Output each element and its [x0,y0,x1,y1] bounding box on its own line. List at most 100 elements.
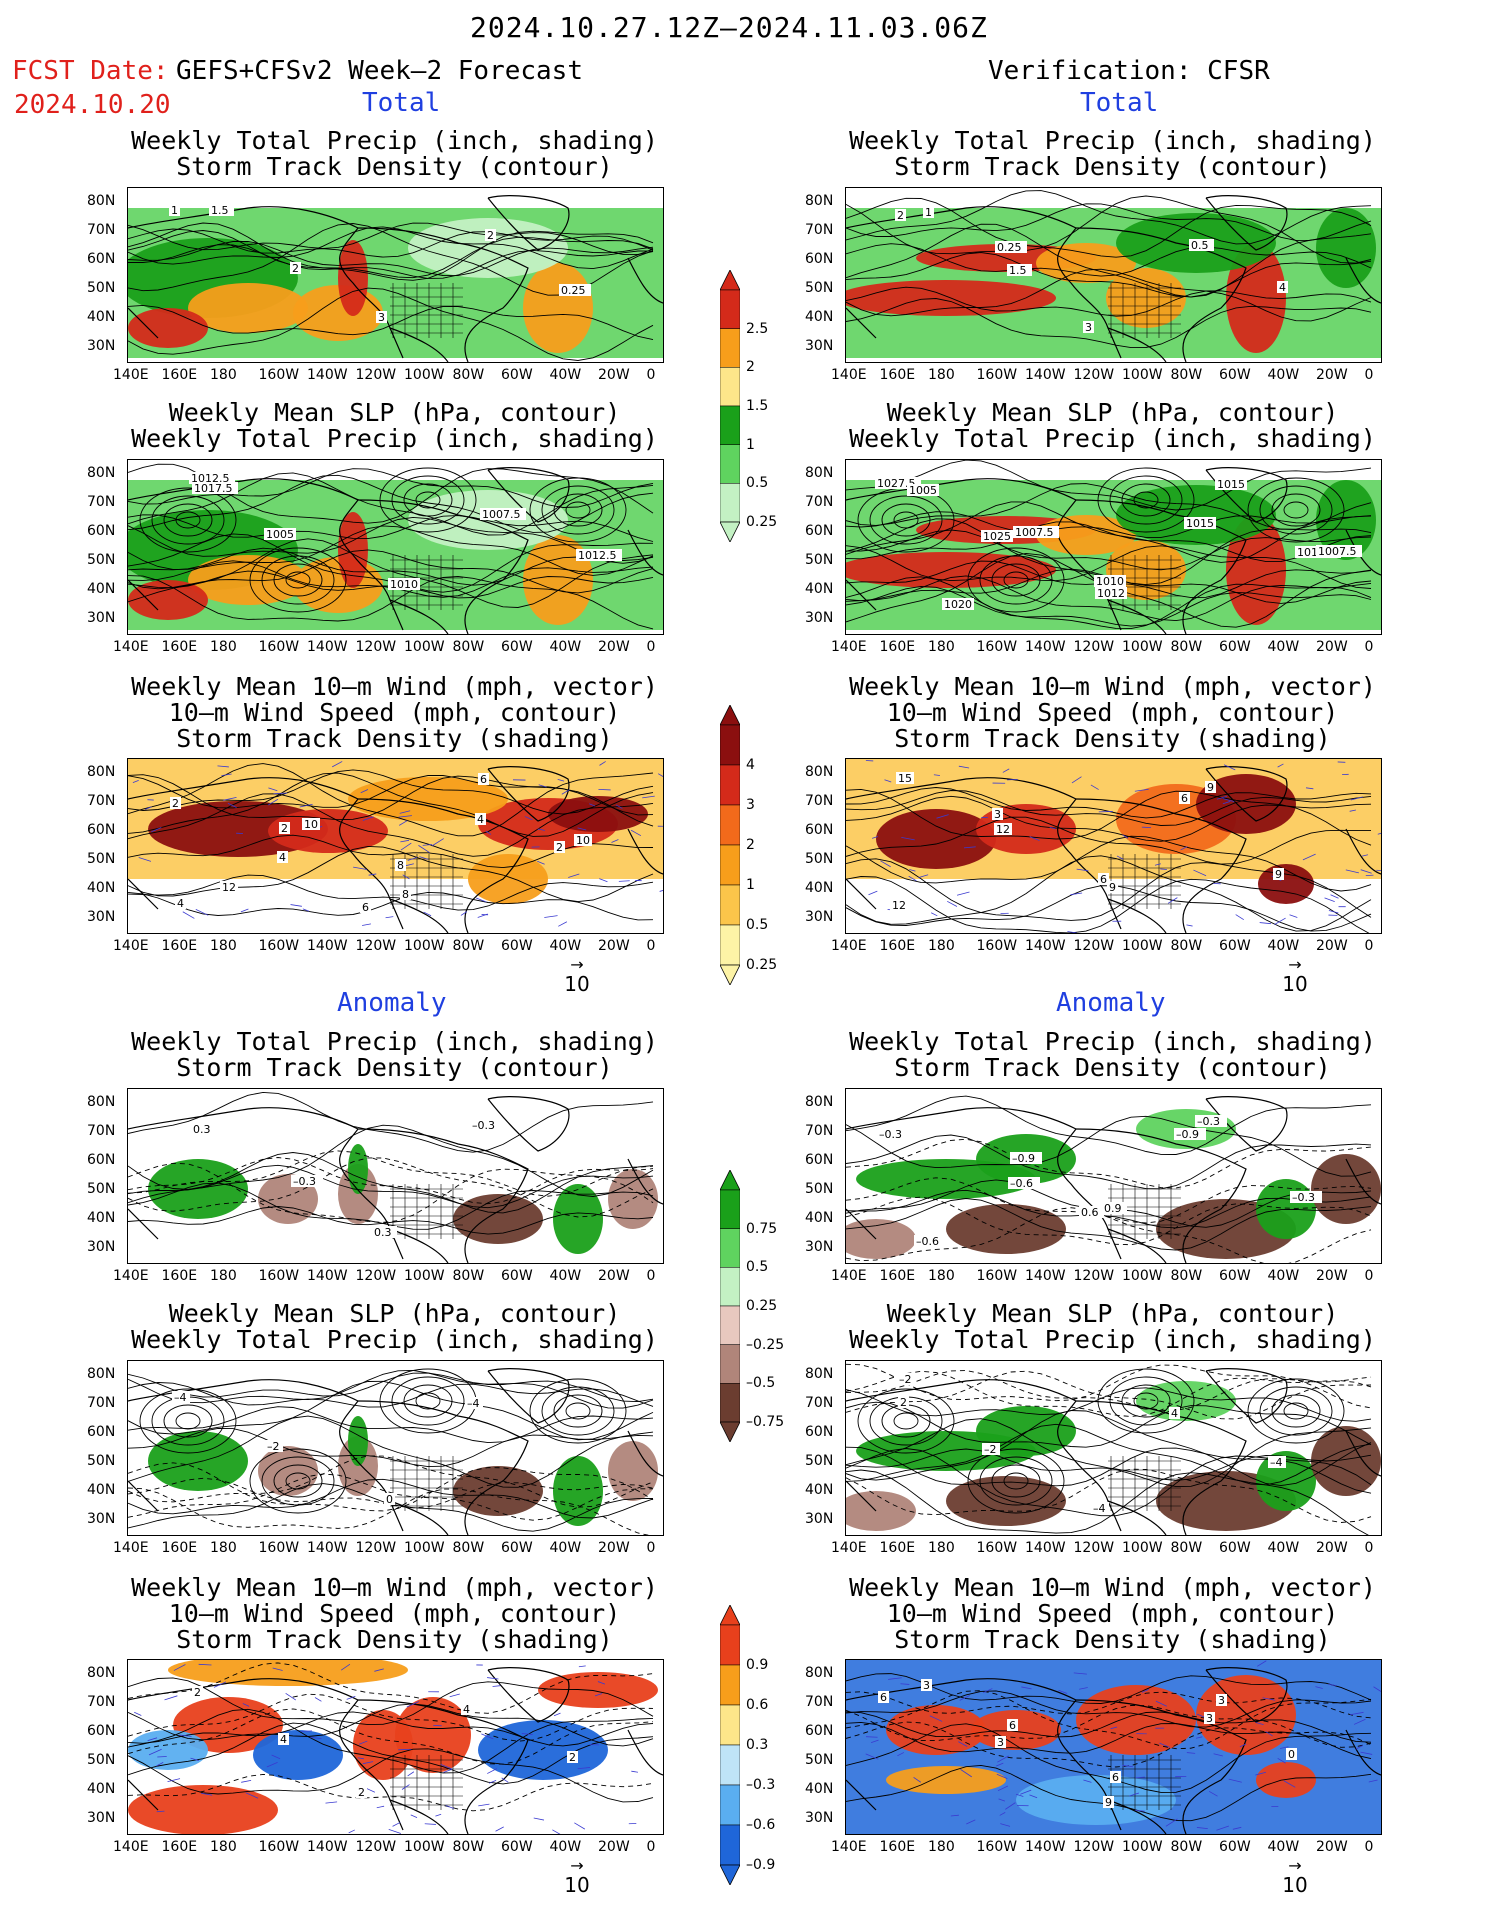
lon-label: 160W [976,1268,1018,1284]
colorbar-swatch [719,724,741,766]
pressure-contour [249,1448,347,1514]
svg-text:3: 3 [1206,1712,1213,1725]
panel-title: Storm Track Density (shading) [894,724,1331,753]
coastline [846,1107,1077,1130]
shading-blob [348,777,508,821]
shading-blob [1106,268,1186,328]
lon-label: 160E [879,938,916,954]
coastline [627,257,663,304]
pressure-contour [1259,485,1333,535]
contour-label: –0.9 [1174,1128,1206,1141]
fcst-date-value: 2024.10.20 [14,90,171,120]
lon-label: 180 [928,1839,955,1855]
lon-label: 140E [113,1540,149,1556]
wind-vector [449,1693,460,1698]
contour-line [128,525,654,576]
shading-blob [846,1219,916,1259]
wind-vector [227,802,237,809]
pressure-contour [541,485,615,535]
lon-label: 80W [1170,938,1203,954]
pressure-contour [1003,1472,1029,1490]
contour-line [128,1124,654,1197]
wind-vector [966,1819,976,1825]
contour-label: 1 [923,206,934,219]
contour-line [846,1468,1372,1523]
coastline [357,227,529,362]
pressure-contour [1097,467,1195,533]
lat-label: 80N [805,1665,834,1681]
lon-label: 20W [598,1540,630,1556]
contour-label: 1007.5 [1316,545,1362,558]
wind-vector [362,1761,374,1765]
lon-label: 140W [307,1268,348,1284]
wind-vector [996,1762,1004,1767]
wind-vector [963,846,976,849]
wind-vector [213,1681,227,1688]
contour-label: 2 [356,1786,367,1799]
contour-line [128,1693,654,1742]
lat-label: 40N [805,1210,834,1226]
wind-vector [1350,796,1364,801]
lon-label: 140E [831,938,867,954]
coastline [389,898,449,933]
svg-text:1005: 1005 [266,528,294,541]
lon-label: 40W [1267,367,1300,383]
wind-vector [1289,914,1298,918]
contour-label: 0.3 [191,1123,216,1136]
lon-label: 80W [1170,1268,1203,1284]
contour-line [128,228,654,258]
lon-label: 180 [928,938,955,954]
wind-vector [1235,914,1244,921]
colorbar-swatch [719,483,741,523]
pressure-contour [1121,1384,1171,1418]
wind-vector [1165,1818,1178,1827]
wind-vector [1277,763,1284,768]
contour-label: 2 [567,1751,578,1764]
lon-label: 100W [404,639,445,655]
lat-label: 40N [87,581,116,597]
lat-label: 60N [87,251,116,267]
lon-label: 160E [879,1540,916,1556]
contour-line [128,1206,654,1235]
lon-label: 120W [1073,1268,1115,1284]
contour-label: 0.5 [1189,239,1214,252]
contour-line [128,1369,654,1409]
contour-line [846,286,1372,317]
lat-label: 60N [87,822,116,838]
colorbar-precip-total: 2.5 2 1.5 1 0.5 0.25 [719,269,790,543]
wind-vector [589,803,596,807]
lon-label: 160W [258,1839,300,1855]
contour-label: 15 [896,772,914,785]
lat-label: 50N [87,552,116,568]
contour-label: 8 [395,859,406,872]
wind-vector [1005,1802,1016,1810]
pressure-contour [403,483,453,517]
lat-label: 50N [805,552,834,568]
colorbar-swatch [719,1704,741,1746]
wind-vector [611,839,619,843]
shading-blob [886,1705,986,1755]
shading-blob [188,283,308,333]
contour-line [846,521,1372,563]
colorbar-label: 0.3 [746,1737,769,1753]
coastline [1075,1128,1247,1263]
contour-label: 6 [878,1691,889,1704]
contour-label: 4 [1277,281,1288,294]
lon-label: 180 [928,1540,955,1556]
panel-title: Weekly Mean 10–m Wind (mph, vector) [131,1573,658,1602]
contour-label: 3 [921,1679,932,1692]
svg-text:15: 15 [898,772,912,785]
wind-vector [272,1667,283,1671]
svg-text:12: 12 [222,881,236,894]
colorbar-swatch [719,844,741,886]
contour-line [128,1157,654,1205]
pressure-contour [565,501,591,519]
lon-label: 160E [161,938,198,954]
wind-vector [440,1763,452,1770]
wind-vector [558,921,568,927]
shading-blob [608,1441,658,1501]
contour-line [846,876,1370,933]
contour-label: –4 [465,1397,483,1410]
svg-text:3: 3 [1085,321,1092,334]
lon-label: 140W [1025,367,1066,383]
